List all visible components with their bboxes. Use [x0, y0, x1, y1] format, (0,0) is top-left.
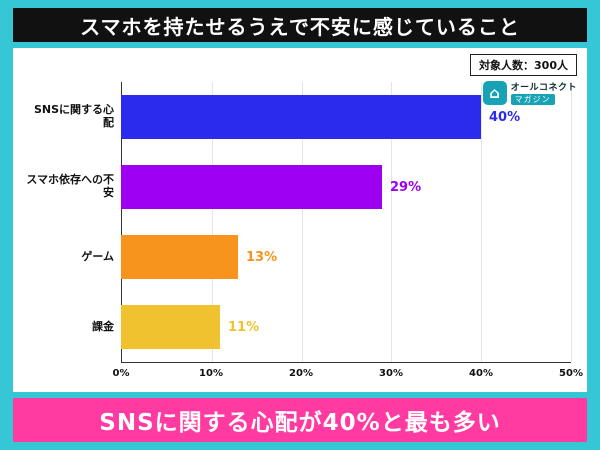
category-label: スマホ依存への不安 — [26, 173, 114, 199]
brand-logo: ⌂ オールコネクト マガジン — [482, 80, 577, 105]
gridline — [571, 82, 572, 362]
chart-panel: 対象人数：300人 ⌂ オールコネクト マガジン SNSに関する心配 40% スマホ… — [13, 48, 587, 392]
gridline — [391, 82, 393, 362]
x-tick-label: 0% — [112, 368, 130, 379]
house-icon: ⌂ — [482, 80, 507, 105]
value-label: 11% — [228, 319, 260, 335]
bar-chart: SNSに関する心配 40% スマホ依存への不安 29% ゲーム 13% 課金 11% 0% 10… — [25, 82, 583, 384]
bar-row: 課金 11% — [25, 305, 571, 349]
value-label: 29% — [390, 179, 422, 195]
chart-title-banner: スマホを持たせるうえで不安に感じていること — [13, 8, 587, 42]
bar-rows: SNSに関する心配 40% スマホ依存への不安 29% ゲーム 13% 課金 11% — [25, 82, 571, 362]
bar — [121, 165, 382, 209]
bar-row: スマホ依存への不安 29% — [25, 165, 571, 209]
chart-title: スマホを持たせるうえで不安に感じていること — [80, 14, 520, 39]
gridline — [211, 82, 213, 362]
x-tick-label: 30% — [379, 368, 403, 379]
x-axis: 0% 10% 20% 30% 40% 50% — [113, 362, 583, 384]
brand-name: オールコネクト — [510, 83, 577, 93]
bar-rows-wrap: SNSに関する心配 40% スマホ依存への不安 29% ゲーム 13% 課金 11% — [25, 82, 572, 362]
gridline — [301, 82, 303, 362]
x-tick-label: 40% — [469, 368, 493, 379]
x-tick-label: 20% — [289, 368, 313, 379]
bar-zone: 40% — [121, 95, 571, 139]
category-label: 課金 — [92, 319, 114, 333]
brand-sub: マガジン — [510, 94, 555, 105]
grid-layer — [121, 82, 572, 362]
brand-logo-text: オールコネクト マガジン — [510, 80, 577, 105]
chart-meta: 対象人数：300人 ⌂ オールコネクト マガジン — [470, 54, 577, 105]
x-tick-label: 10% — [199, 368, 223, 379]
bar — [121, 305, 220, 349]
bar — [121, 235, 238, 279]
bar-zone: 13% — [121, 235, 571, 279]
category-label: ゲーム — [81, 249, 114, 263]
gridline — [481, 82, 483, 362]
conclusion-text: SNSに関する心配が40%と最も多い — [99, 410, 501, 436]
value-label: 40% — [489, 109, 521, 125]
sample-size-badge: 対象人数：300人 — [470, 54, 577, 76]
bar-zone: 11% — [121, 305, 571, 349]
bar-zone: 29% — [121, 165, 571, 209]
value-label: 13% — [246, 249, 278, 265]
x-tick-label: 50% — [559, 368, 583, 379]
category-label: SNSに関する心配 — [33, 103, 114, 129]
bar — [121, 95, 481, 139]
bar-row: ゲーム 13% — [25, 235, 571, 279]
bar-row: SNSに関する心配 40% — [25, 95, 571, 139]
conclusion-banner: SNSに関する心配が40%と最も多い — [13, 398, 587, 442]
